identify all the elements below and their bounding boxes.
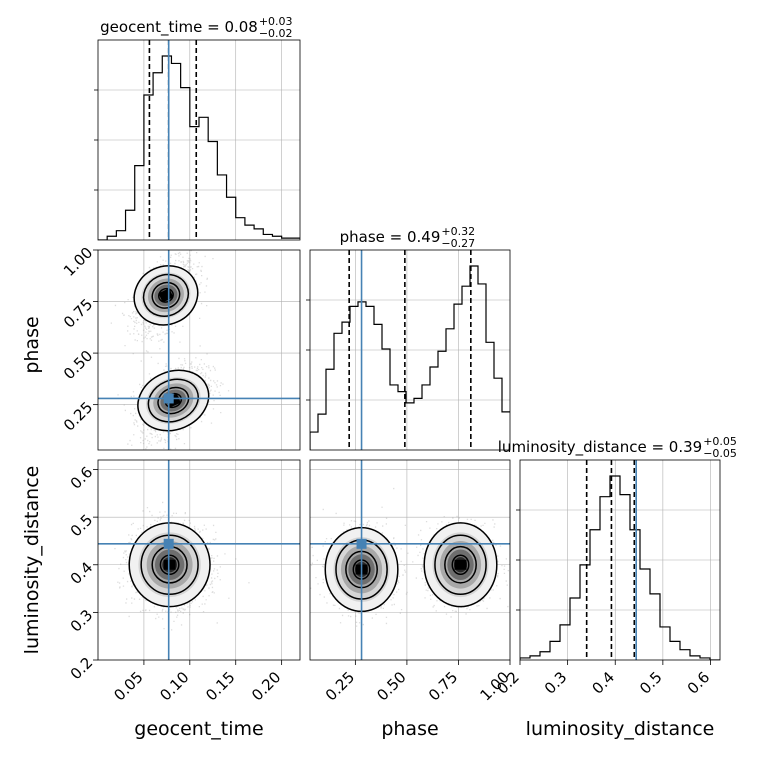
y-tick-label: 0.5 <box>67 511 97 541</box>
panel-contents <box>98 250 300 450</box>
panel-frame <box>309 249 511 451</box>
x-tick-label: 0.4 <box>588 668 618 698</box>
panel-frame <box>97 459 301 661</box>
y-tick-label: 1.00 <box>60 244 96 280</box>
title-phase: phase = 0.49 +0.32−0.27 <box>340 225 476 250</box>
x-tick-label: 0.25 <box>322 668 358 704</box>
contour-level-1 <box>128 522 211 608</box>
panel-contents <box>310 460 510 660</box>
title-label: luminosity_distance = 0.39 <box>498 438 702 457</box>
histogram-geocent_time <box>98 55 300 240</box>
contour-level-3 <box>444 545 477 584</box>
panel-frame <box>97 39 301 241</box>
y-axis-phase: 0.25 0.50 0.75 1.00 <box>60 244 98 435</box>
title-lower-error: −0.05 <box>703 447 737 460</box>
x-tick-label: 0.75 <box>425 668 461 704</box>
y-tick-label: 0.25 <box>60 398 96 434</box>
x-axis-geocent_time: 0.05 0.10 0.15 0.20 <box>110 660 284 704</box>
contour-level-2 <box>434 534 487 596</box>
y-tick-label: 0.50 <box>60 347 96 383</box>
title-geocent_time: geocent_time = 0.08 +0.03−0.02 <box>100 15 292 40</box>
contour-level-3 <box>151 281 181 309</box>
contour-level-1 <box>133 265 199 326</box>
x-tick-label: 0.15 <box>202 668 238 704</box>
x-tick-label: 0.6 <box>684 668 714 698</box>
panel-contents <box>98 460 300 660</box>
y-tick-label: 0.6 <box>67 463 97 493</box>
x-axis-label-geocent_time: geocent_time <box>134 718 263 740</box>
contour-level-4 <box>451 554 470 576</box>
panel-frame <box>97 249 301 451</box>
x-axis-luminosity_distance: 0.2 0.3 0.4 0.5 0.6 <box>493 660 713 698</box>
title-lower-error: −0.27 <box>441 237 475 250</box>
x-axis-phase: 0.25 0.50 0.75 1.00 <box>322 660 513 704</box>
contour-level-2 <box>147 378 199 423</box>
y-tick-label: 0.2 <box>67 654 97 684</box>
histogram-phase <box>310 265 510 450</box>
panel-frame <box>309 459 511 661</box>
x-tick-label: 0.50 <box>373 668 409 704</box>
truth-marker <box>163 538 174 549</box>
density-peak <box>158 288 174 303</box>
truth-marker <box>163 393 174 404</box>
panel-frame <box>519 459 721 661</box>
panel-luminosity_distance-phase <box>309 459 511 661</box>
panel-luminosity_distance-luminosity_distance <box>516 459 721 661</box>
y-tick-label: 0.75 <box>60 295 96 331</box>
panel-phase-geocent_time <box>97 249 301 451</box>
y-tick-label: 0.4 <box>67 558 97 588</box>
title-upper-error: +0.32 <box>441 225 475 238</box>
density-peak <box>163 559 176 570</box>
contour-level-4 <box>159 554 180 576</box>
panel-geocent_time-geocent_time <box>94 39 301 241</box>
panel-background <box>98 250 300 450</box>
x-tick-label: 0.3 <box>541 668 571 698</box>
title-label: phase = 0.49 <box>340 228 441 246</box>
title-upper-error: +0.03 <box>259 15 293 28</box>
x-tick-label: 0.10 <box>156 668 192 704</box>
panel-luminosity_distance-geocent_time <box>97 459 301 661</box>
y-tick-label: 0.3 <box>67 606 97 636</box>
title-label: geocent_time = 0.08 <box>100 18 258 37</box>
density-peak <box>454 559 467 570</box>
contour-level-1 <box>423 522 498 608</box>
panel-phase-phase <box>306 249 511 451</box>
x-tick-label: 0.20 <box>248 668 284 704</box>
x-axis-label-phase: phase <box>381 718 438 740</box>
histogram-luminosity_distance <box>520 475 720 660</box>
title-lower-error: −0.02 <box>259 27 293 40</box>
contour-level-2 <box>140 534 199 596</box>
y-axis-label-phase: phase <box>21 316 43 373</box>
x-axis-label-luminosity_distance: luminosity_distance <box>526 718 715 740</box>
contour-level-2 <box>142 273 190 317</box>
truth-marker <box>356 538 367 549</box>
y-axis-label-luminosity_distance: luminosity_distance <box>21 466 43 655</box>
contour-level-1 <box>137 369 210 432</box>
title-luminosity_distance: luminosity_distance = 0.39 +0.05−0.05 <box>498 435 737 460</box>
y-axis-luminosity_distance: 0.2 0.3 0.4 0.5 0.6 <box>67 463 98 683</box>
x-tick-label: 0.5 <box>636 668 666 698</box>
title-upper-error: +0.05 <box>703 435 737 448</box>
x-tick-label: 0.05 <box>110 668 146 704</box>
